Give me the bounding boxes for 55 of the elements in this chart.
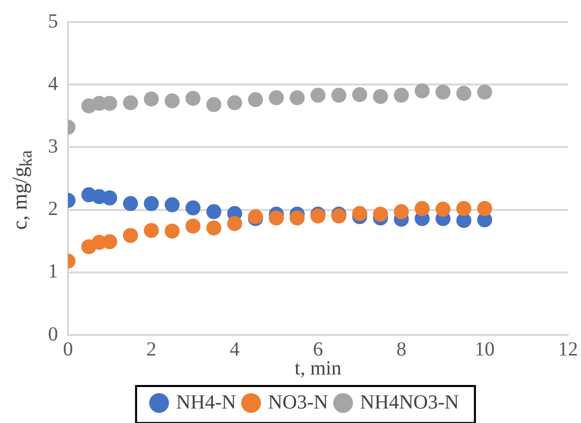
point [394,88,409,103]
y-tick-label: 3 [48,135,58,158]
point [477,201,492,216]
point [352,87,368,102]
legend-label: NO3-N [268,391,328,414]
point [268,210,284,226]
point [456,86,472,101]
point [164,224,180,239]
point [123,95,138,110]
legend-label: NH4NO3-N [360,391,459,414]
x-tick-label: 4 [230,338,240,360]
legend-label: NH4-N [176,391,236,414]
y-tick-label: 0 [48,323,58,346]
point [144,92,159,106]
point [414,201,430,216]
point [227,95,242,110]
point [456,201,472,216]
point [352,206,368,222]
point [436,84,450,100]
point [227,216,242,232]
point [373,206,388,222]
point [123,196,138,212]
x-tick-label: 2 [146,338,156,360]
y-tick-label: 5 [48,10,58,32]
point [206,97,222,112]
point [206,220,222,236]
point [394,204,409,220]
y-tick-label: 1 [48,260,58,283]
point [373,88,388,104]
y-tick-label: 2 [48,198,58,220]
point [331,88,346,103]
point [290,210,305,226]
point [123,228,138,243]
point [144,222,159,238]
point [186,200,200,216]
point [206,204,222,220]
point [477,84,492,100]
x-tick-label: 0 [63,338,73,360]
point [436,202,450,217]
point [310,88,326,103]
point [290,90,305,106]
point [268,90,284,106]
point [144,196,159,212]
x-tick-label: 10 [474,338,495,360]
point [164,93,180,108]
point [102,190,118,206]
point [186,218,200,234]
point [164,197,180,212]
y-tick-label: 4 [48,72,58,95]
point [186,90,200,106]
point [248,92,263,108]
x-tick-label: 12 [558,338,578,360]
point [414,83,430,98]
point [102,234,118,250]
x-tick-label: 8 [396,338,406,360]
